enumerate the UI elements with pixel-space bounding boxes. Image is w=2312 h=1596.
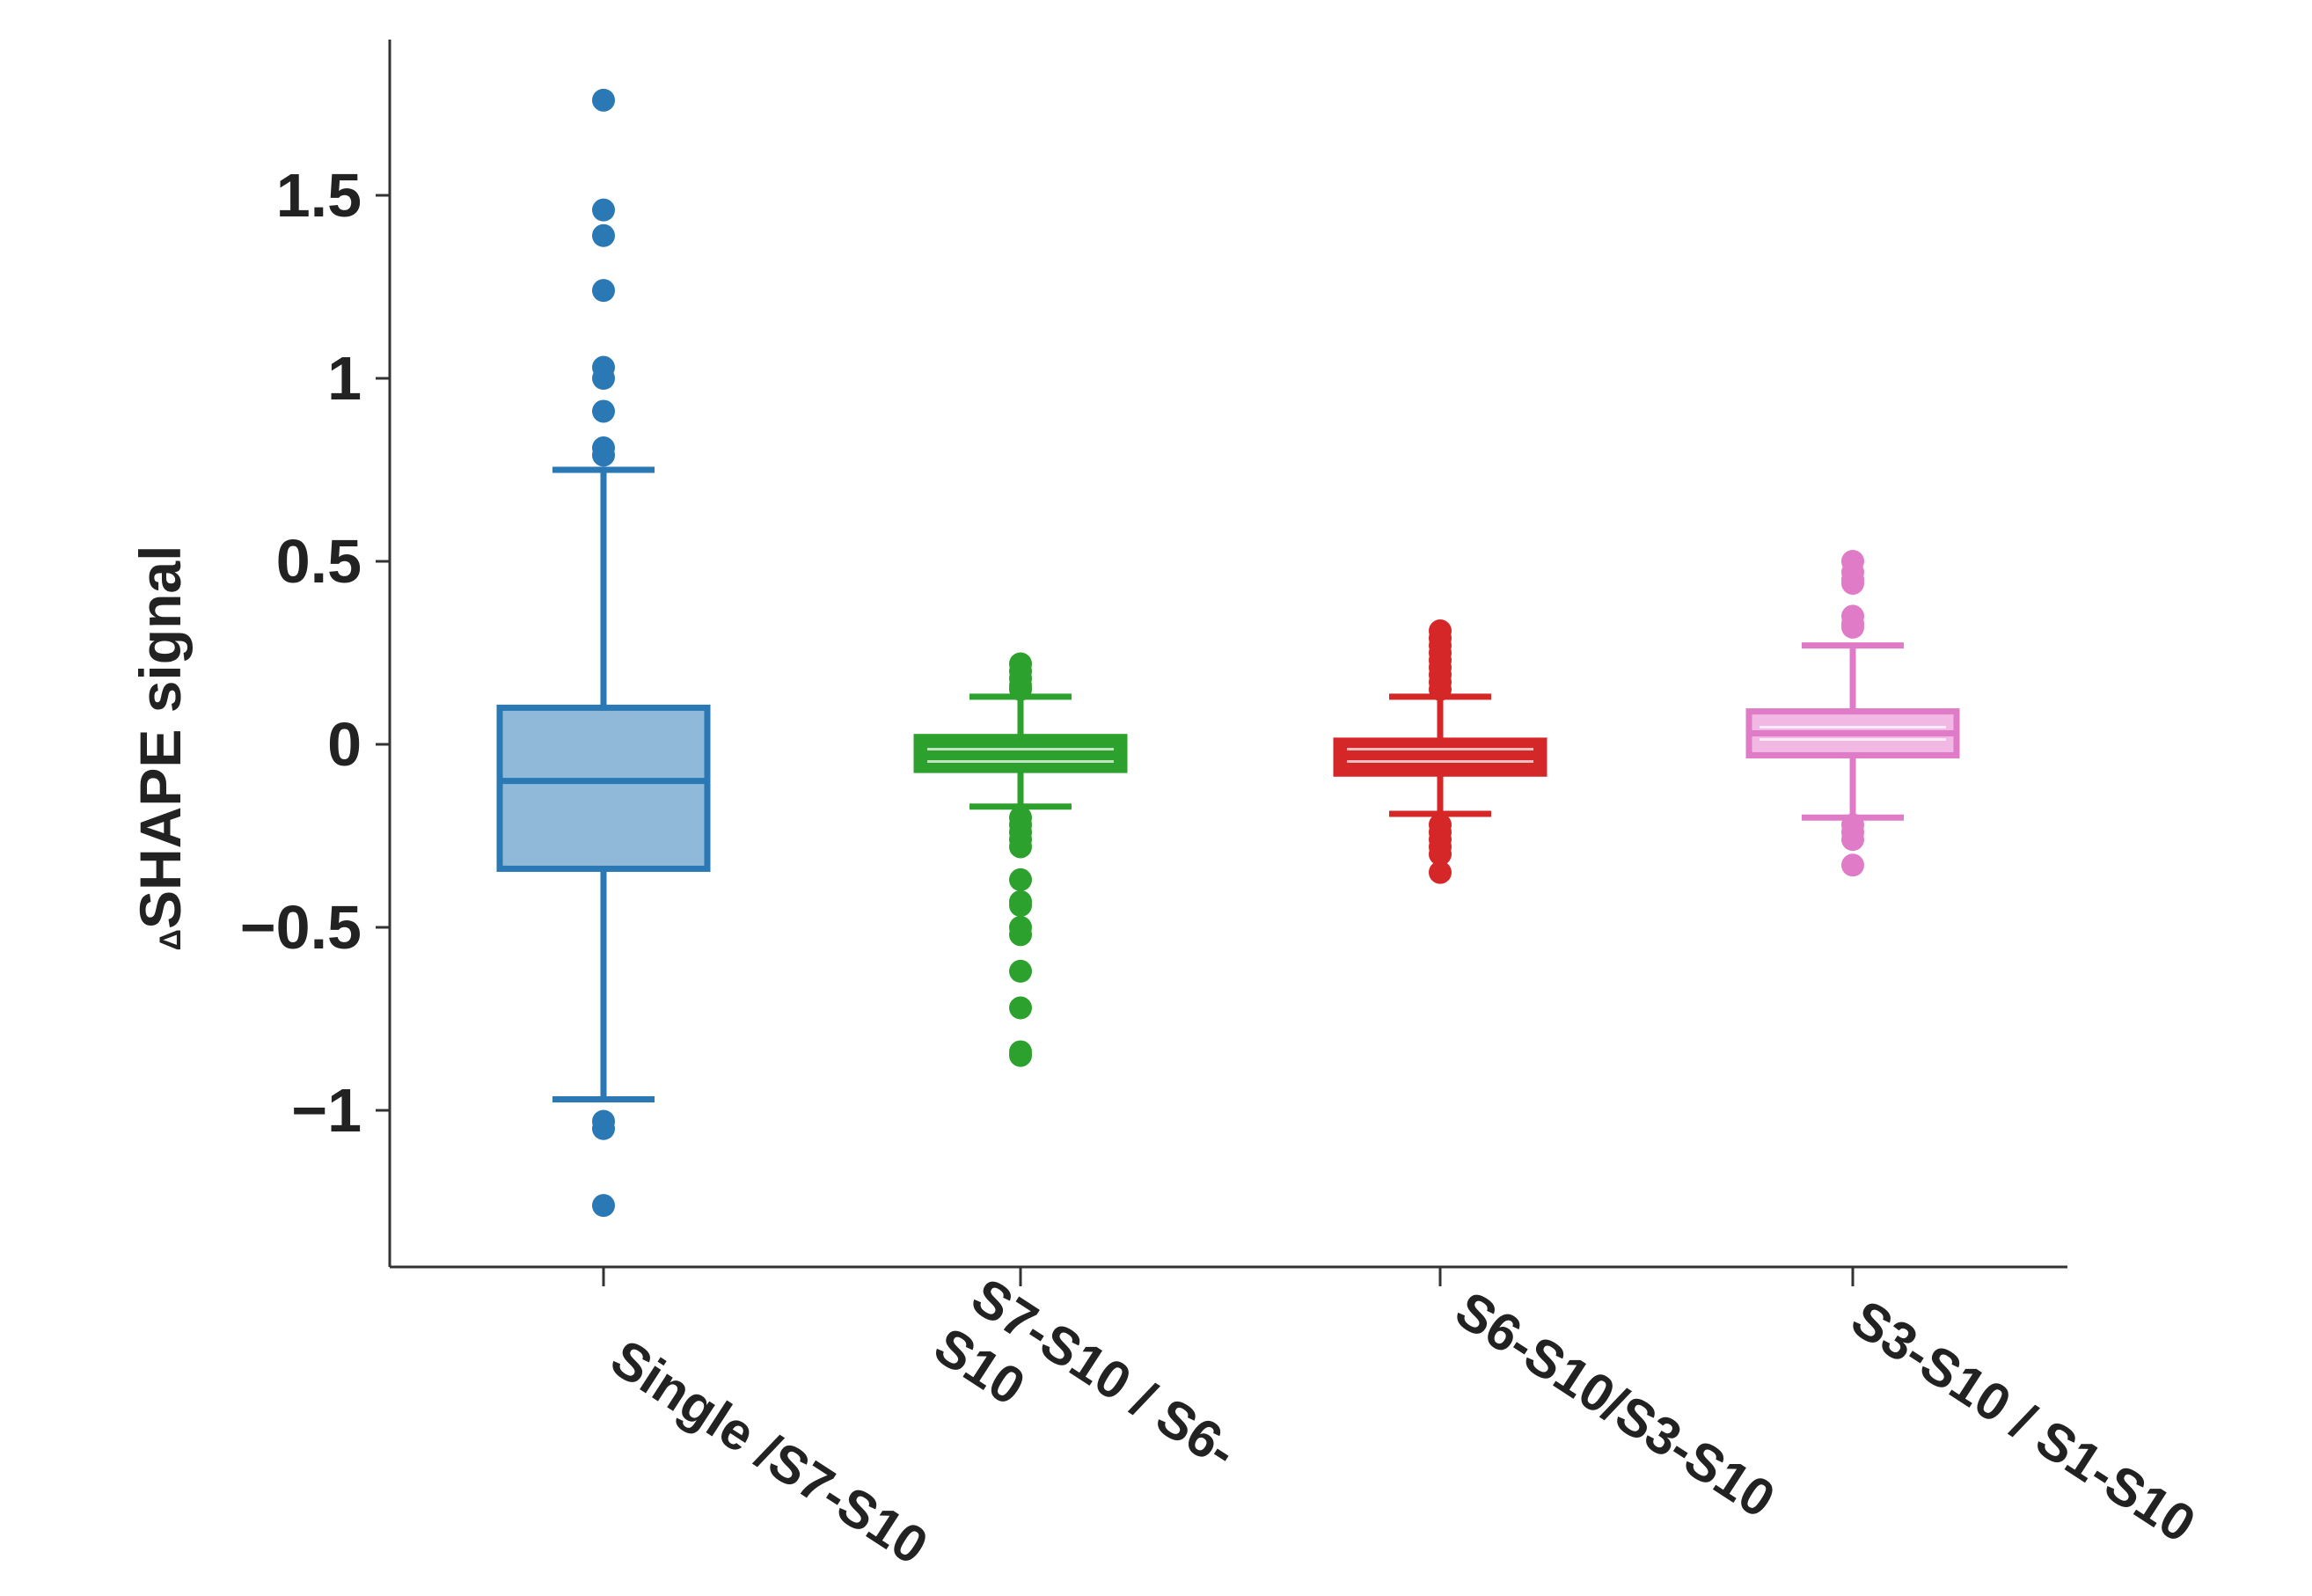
category-label-line: Single /S7-S10 — [601, 1329, 938, 1576]
category-label: Single /S7-S10 — [601, 1329, 938, 1576]
boxes — [496, 88, 1960, 1218]
outlier-point — [592, 198, 615, 222]
box-group — [1745, 550, 1960, 877]
y-axis-title: ΔSHAPE signal — [128, 545, 193, 951]
outlier-point — [1429, 677, 1452, 701]
y-axis-title-prefix: Δ — [154, 929, 187, 950]
outlier-point — [1009, 868, 1032, 891]
outlier-point — [1429, 842, 1452, 866]
y-axis-title-text: SHAPE signal — [128, 545, 193, 929]
box-group — [913, 652, 1128, 1067]
outlier-point — [1841, 571, 1864, 595]
outlier-point — [1009, 959, 1032, 983]
category-label-line: S3-S10 / S1-S10 — [1841, 1289, 2206, 1554]
category-labels: Single /S7-S10 S7-S10 / S6-S10 S6-S10/S3-S… — [601, 1264, 2206, 1576]
outlier-point — [592, 399, 615, 423]
outlier-point — [1841, 853, 1864, 877]
outlier-point — [592, 279, 615, 303]
y-tick-label: −0.5 — [240, 893, 362, 962]
category-label-line: S6-S10/S3-S10 — [1445, 1280, 1785, 1529]
y-tick-label: −1 — [291, 1076, 362, 1145]
outlier-point — [592, 367, 615, 390]
category-label: S3-S10 / S1-S10 — [1841, 1289, 2206, 1554]
outlier-point — [1009, 923, 1032, 947]
y-tick-label: 1 — [327, 344, 362, 413]
category-label: S7-S10 / S6-S10 — [925, 1264, 1247, 1533]
outlier-point — [1009, 835, 1032, 859]
x-axis — [390, 1265, 2067, 1286]
outlier-point — [592, 88, 615, 112]
outlier-point — [592, 223, 615, 247]
outlier-point — [1009, 996, 1032, 1020]
y-tick-label: 0 — [327, 710, 362, 779]
outlier-point — [1429, 860, 1452, 884]
outlier-point — [1009, 1043, 1032, 1067]
box-group — [1333, 619, 1547, 884]
outlier-point — [1009, 894, 1032, 918]
outlier-point — [1841, 615, 1864, 639]
y-axis: −1 −0.5 0 0.5 1 1.5 — [240, 40, 391, 1267]
outlier-point — [592, 1194, 615, 1218]
box-group — [496, 88, 711, 1218]
y-tick-label: 0.5 — [276, 527, 362, 596]
category-label: S6-S10/S3-S10 — [1445, 1280, 1785, 1529]
outlier-point — [1009, 677, 1032, 701]
outlier-point — [592, 1116, 615, 1140]
y-tick-label: 1.5 — [276, 161, 362, 230]
outlier-point — [1841, 828, 1864, 852]
outlier-point — [592, 443, 615, 467]
box-iqr — [496, 704, 711, 872]
